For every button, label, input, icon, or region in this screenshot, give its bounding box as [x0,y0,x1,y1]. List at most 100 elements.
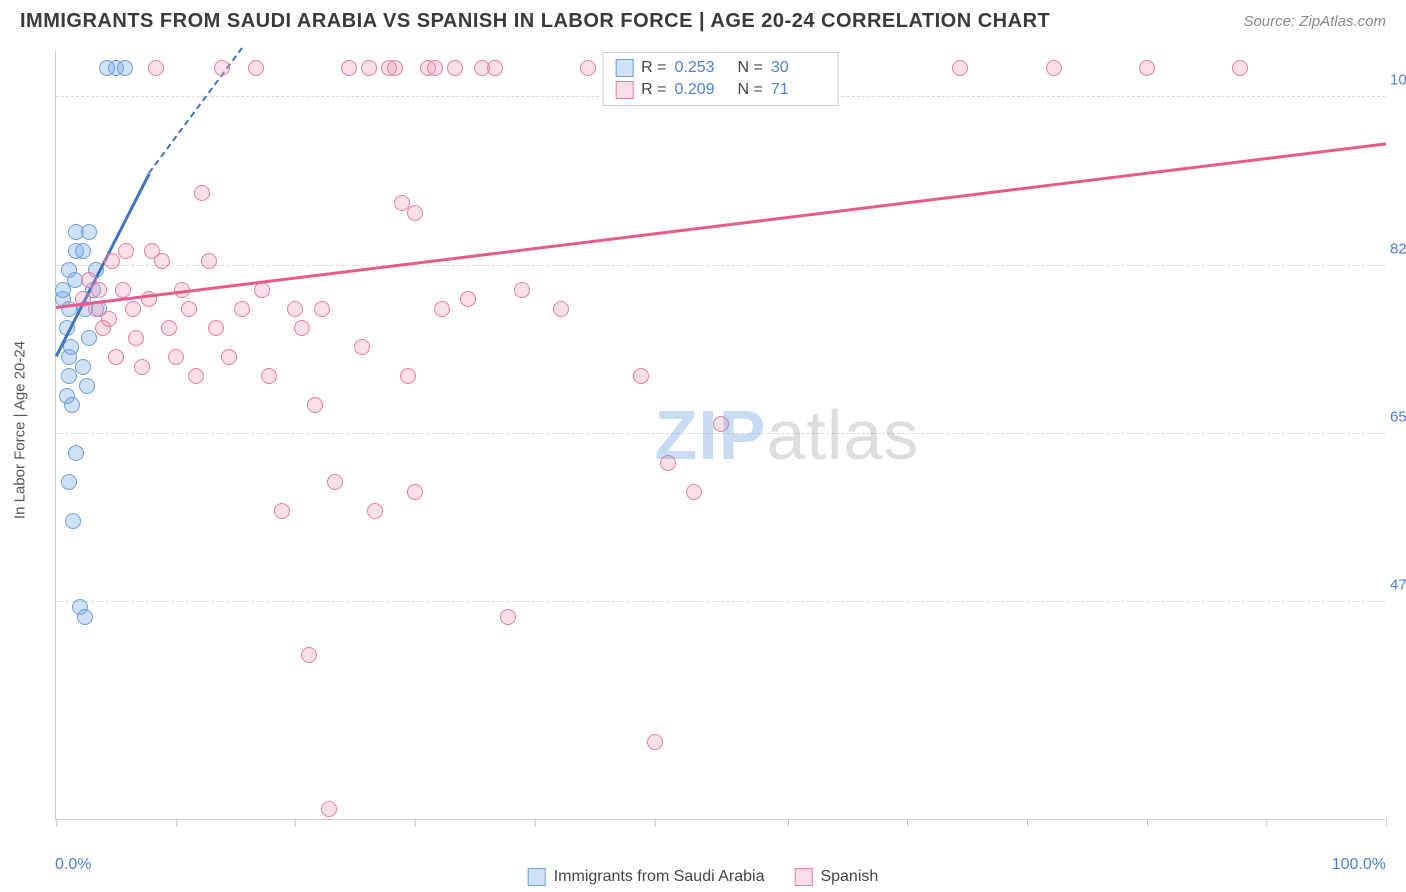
x-tick [1147,819,1148,827]
n-label: N = [738,81,763,99]
data-point [65,513,81,529]
data-point [434,301,450,317]
data-point [952,60,968,76]
data-point [294,320,310,336]
x-tick [295,819,296,827]
chart-title: IMMIGRANTS FROM SAUDI ARABIA VS SPANISH … [20,10,1050,33]
data-point [407,484,423,500]
data-point [79,378,95,394]
chart-plot-area: R = 0.253 N = 30 R = 0.209 N = 71 ZIPatl… [55,50,1385,820]
data-point [161,320,177,336]
data-point [427,60,443,76]
data-point [686,484,702,500]
data-point [647,734,663,750]
x-axis-min-label: 0.0% [55,856,91,874]
data-point [108,349,124,365]
data-point [361,60,377,76]
x-tick [655,819,656,827]
data-point [91,282,107,298]
y-tick-label: 100.0% [1390,72,1406,89]
data-point [75,359,91,375]
x-tick [907,819,908,827]
data-point [188,368,204,384]
data-point [341,60,357,76]
n-value: 71 [771,81,826,99]
data-point [261,368,277,384]
data-point [77,609,93,625]
data-point [580,60,596,76]
y-tick-label: 47.5% [1390,577,1406,594]
legend-item-series1: Immigrants from Saudi Arabia [528,868,765,886]
data-point [81,224,97,240]
watermark: ZIPatlas [655,395,920,475]
data-point [1046,60,1062,76]
legend-swatch-icon [615,59,633,77]
legend-label: Immigrants from Saudi Arabia [554,868,765,886]
data-point [64,397,80,413]
data-point [214,60,230,76]
n-label: N = [738,59,763,77]
x-tick [56,819,57,827]
data-point [713,416,729,432]
data-point [287,301,303,317]
gridline [56,265,1385,266]
data-point [234,301,250,317]
data-point [101,311,117,327]
gridline [56,601,1385,602]
data-point [327,474,343,490]
series-legend: Immigrants from Saudi Arabia Spanish [528,868,879,886]
x-axis-max-label: 100.0% [1332,856,1386,874]
data-point [307,397,323,413]
data-point [181,301,197,317]
data-point [660,455,676,471]
data-point [63,339,79,355]
data-point [553,301,569,317]
x-tick [1386,819,1387,827]
data-point [68,445,84,461]
y-axis-title: In Labor Force | Age 20-24 [12,341,29,519]
data-point [400,368,416,384]
data-point [248,60,264,76]
data-point [633,368,649,384]
trend-line [56,143,1386,309]
data-point [154,253,170,269]
gridline [56,433,1385,434]
data-point [128,330,144,346]
data-point [514,282,530,298]
data-point [387,60,403,76]
x-tick [788,819,789,827]
data-point [208,320,224,336]
data-point [75,243,91,259]
legend-swatch-icon [794,868,812,886]
data-point [1139,60,1155,76]
data-point [460,291,476,307]
data-point [115,282,131,298]
legend-swatch-icon [615,81,633,99]
x-tick [415,819,416,827]
data-point [321,801,337,817]
data-point [274,503,290,519]
y-tick-label: 65.0% [1390,409,1406,426]
r-value: 0.209 [675,81,730,99]
x-tick [1266,819,1267,827]
data-point [354,339,370,355]
n-value: 30 [771,59,826,77]
y-tick-label: 82.5% [1390,240,1406,257]
data-point [134,359,150,375]
data-point [194,185,210,201]
data-point [254,282,270,298]
legend-label: Spanish [820,868,878,886]
data-point [1232,60,1248,76]
data-point [67,272,83,288]
correlation-legend: R = 0.253 N = 30 R = 0.209 N = 71 [602,52,839,106]
x-tick [535,819,536,827]
x-tick [1027,819,1028,827]
r-value: 0.253 [675,59,730,77]
data-point [168,349,184,365]
data-point [487,60,503,76]
data-point [201,253,217,269]
data-point [118,243,134,259]
data-point [301,647,317,663]
data-point [500,609,516,625]
legend-item-series2: Spanish [794,868,878,886]
